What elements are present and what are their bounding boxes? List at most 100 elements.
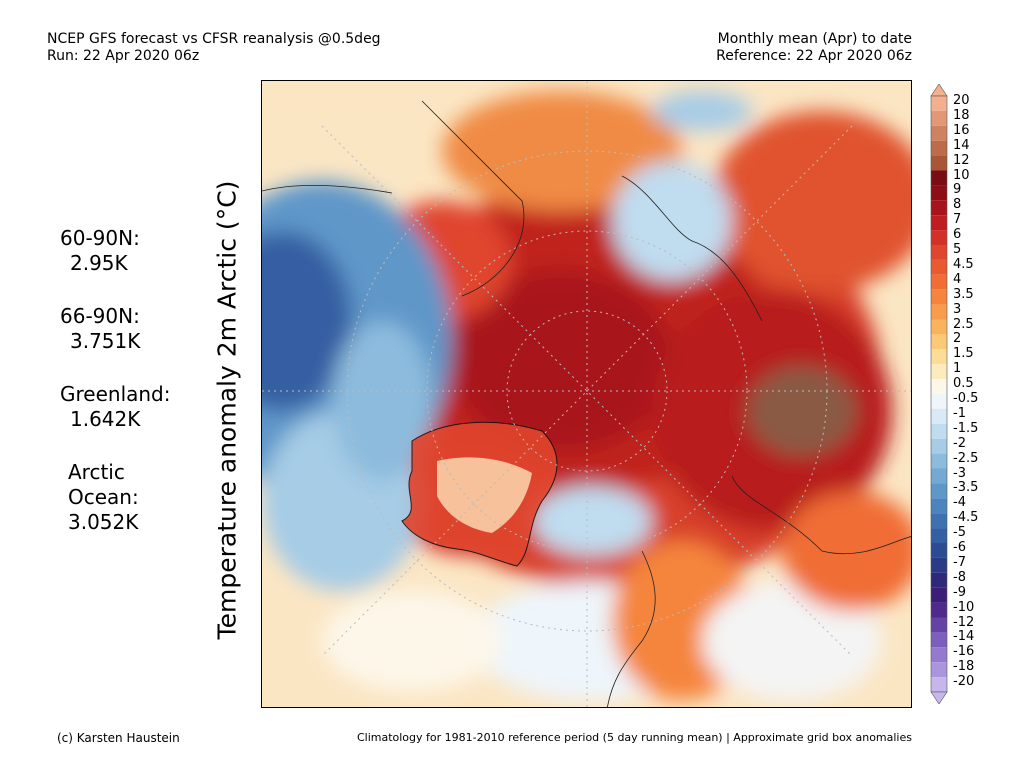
colorbar-swatch xyxy=(931,647,947,663)
colorbar-tick-label: 9 xyxy=(953,182,962,198)
colorbar-tick-label: 1 xyxy=(953,361,962,377)
colorbar-swatch xyxy=(931,394,947,409)
header-left: NCEP GFS forecast vs CFSR reanalysis @0.… xyxy=(47,31,381,65)
stat-value: 3.052K xyxy=(68,510,139,534)
colorbar-swatch xyxy=(931,274,947,290)
stat-value: 3.751K xyxy=(70,329,141,353)
colorbar-swatch xyxy=(931,364,947,380)
colorbar-swatch xyxy=(931,483,947,499)
colorbar-tick-label: 3 xyxy=(953,301,962,317)
stat-66-90n: 66-90N: 3.751K xyxy=(60,304,171,354)
colorbar-svg xyxy=(930,83,948,705)
colorbar-swatch xyxy=(931,632,947,648)
colorbar-swatch xyxy=(931,110,947,126)
colorbar-swatch xyxy=(931,304,947,320)
colorbar-tick-label: 14 xyxy=(953,137,970,153)
colorbar-swatch xyxy=(931,662,947,678)
colorbar-tick-label: 10 xyxy=(953,167,970,183)
colorbar-tick-label: -9 xyxy=(953,584,966,600)
colorbar-tick-label: 16 xyxy=(953,122,970,138)
colorbar-swatch xyxy=(931,602,947,618)
header-right: Monthly mean (Apr) to date Reference: 22… xyxy=(716,31,912,65)
colorbar-swatch xyxy=(931,438,947,454)
colorbar-tick-label: 1.5 xyxy=(953,346,974,362)
colorbar-tick-label: 5 xyxy=(953,242,962,257)
colorbar-tick-label: -4 xyxy=(953,495,966,511)
colorbar-swatch xyxy=(931,379,947,394)
colorbar-swatch xyxy=(931,200,947,216)
colorbar-tick-label: -14 xyxy=(953,629,975,645)
colorbar-swatch xyxy=(931,140,947,156)
colorbar-swatch xyxy=(931,215,947,231)
colorbar-swatch xyxy=(931,334,947,350)
stat-60-90n: 60-90N: 2.95K xyxy=(60,226,171,276)
colorbar-tick-label: 4.5 xyxy=(953,256,974,272)
stat-region: Ocean: xyxy=(68,485,139,509)
stat-value: 1.642K xyxy=(70,407,141,431)
colorbar-swatch xyxy=(931,349,947,365)
colorbar-swatch xyxy=(931,155,947,171)
colorbar-tick-label: 8 xyxy=(953,197,962,213)
colorbar-tick-label: 2.5 xyxy=(953,316,974,332)
colorbar-tick-label: 7 xyxy=(953,212,962,228)
colorbar-tick-label: -12 xyxy=(953,614,975,630)
axis-label: Temperature anomaly 2m Arctic (°C) xyxy=(212,180,242,640)
period-title: Monthly mean (Apr) to date xyxy=(717,31,912,47)
colorbar-swatch xyxy=(931,513,947,529)
colorbar-tick-label: -6 xyxy=(953,540,966,555)
colorbar-swatch xyxy=(931,245,947,260)
colorbar-tick-label: -7 xyxy=(953,554,966,570)
colorbar-swatch xyxy=(931,259,947,275)
colorbar-tick-label: -1 xyxy=(953,405,966,421)
region-stats: 60-90N: 2.95K 66-90N: 3.751K Greenland: … xyxy=(60,226,171,563)
colorbar: 20 18 16 14 12 10 9 8 7 6 5 4.5 4 3.5 3 2.5 2 1.5 1 0.5 -0.5… xyxy=(929,83,978,708)
colorbar-swatch xyxy=(931,423,947,439)
colorbar-tick-label: -2.5 xyxy=(953,450,979,466)
polar-map-svg xyxy=(262,81,911,707)
footnote: Climatology for 1981-2010 reference peri… xyxy=(356,731,912,744)
colorbar-tick-label: -2 xyxy=(953,435,966,451)
colorbar-tick-label: -8 xyxy=(953,569,966,585)
colorbar-tick-label: -20 xyxy=(953,674,975,690)
colorbar-tick-label: 4 xyxy=(953,271,962,287)
colorbar-tick-label: -18 xyxy=(953,659,975,675)
copyright: (c) Karsten Haustein xyxy=(57,731,180,745)
colorbar-tick-label: -5 xyxy=(953,525,966,541)
colorbar-tick-label: 12 xyxy=(953,152,970,168)
colorbar-swatch xyxy=(931,125,947,141)
colorbar-tick-label: -0.5 xyxy=(953,391,979,406)
stat-region: Arctic xyxy=(68,460,125,484)
colorbar-swatch xyxy=(931,587,947,603)
colorbar-swatch xyxy=(931,617,947,633)
stat-region: Greenland: xyxy=(60,382,171,406)
colorbar-top-arrow xyxy=(930,83,948,97)
colorbar-bottom-arrow xyxy=(930,691,948,705)
colorbar-tick-label: -3 xyxy=(953,465,966,481)
colorbar-tick-label: -3.5 xyxy=(953,480,979,496)
colorbar-tick-label: 0.5 xyxy=(953,376,974,392)
colorbar-swatch xyxy=(931,408,947,424)
colorbar-tick-label: 20 xyxy=(953,93,970,108)
colorbar-tick-label: -1.5 xyxy=(953,420,979,436)
run-time: Run: 22 Apr 2020 06z xyxy=(47,48,200,64)
colorbar-swatch xyxy=(931,468,947,484)
colorbar-tick-label: -10 xyxy=(953,599,975,615)
stat-arctic-ocean: Arctic Ocean: 3.052K xyxy=(60,460,171,535)
anomaly-map xyxy=(261,80,912,708)
reference-time: Reference: 22 Apr 2020 06z xyxy=(716,48,912,64)
colorbar-swatch xyxy=(931,557,947,573)
colorbar-swatch xyxy=(931,185,947,201)
colorbar-swatch xyxy=(931,543,947,558)
colorbar-swatch xyxy=(931,498,947,514)
colorbar-swatch xyxy=(931,170,947,186)
colorbar-swatch xyxy=(931,230,947,245)
colorbar-swatch xyxy=(931,289,947,305)
colorbar-swatch xyxy=(931,528,947,543)
stat-region: 60-90N: xyxy=(60,226,140,250)
colorbar-tick-label: 6 xyxy=(953,227,962,243)
colorbar-tick-label: -4.5 xyxy=(953,510,979,526)
colorbar-swatch xyxy=(931,319,947,335)
model-title: NCEP GFS forecast vs CFSR reanalysis @0.… xyxy=(47,31,381,47)
colorbar-swatch xyxy=(931,453,947,469)
colorbar-swatch xyxy=(931,96,947,111)
